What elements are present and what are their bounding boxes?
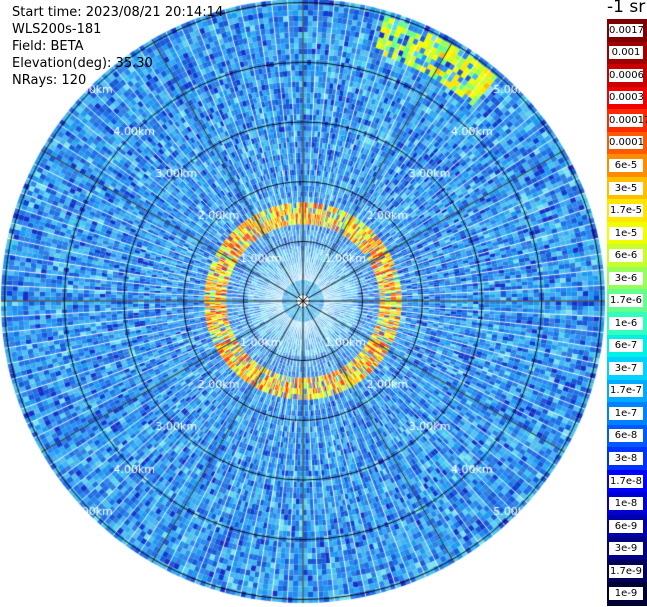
colorbar-level-label: 1e-7 <box>609 406 643 420</box>
colorbar-level: 0.00017 <box>607 109 647 133</box>
colorbar-level-label: 1.7e-8 <box>609 474 643 488</box>
colorbar-level-label: 6e-6 <box>609 249 643 263</box>
station-label: WLS200s-181 <box>12 22 102 37</box>
colorbar-level-label: 3e-8 <box>609 451 643 465</box>
colorbar-level-label: 0.001 <box>609 46 643 60</box>
nrays-label: NRays: 120 <box>12 73 87 88</box>
colorbar-level-label: 6e-8 <box>609 429 643 443</box>
colorbar-level: 1.7e-8 <box>607 469 647 493</box>
colorbar-level: 3e-5 <box>607 176 647 200</box>
colorbar-level: 6e-9 <box>607 514 647 538</box>
colorbar-level-label: 1.7e-5 <box>609 204 643 218</box>
elevation-label: Elevation(deg): 35.30 <box>12 56 153 71</box>
field-label: Field: BETA <box>12 39 84 54</box>
colorbar-level: 3e-9 <box>607 537 647 561</box>
colorbar-level: 6e-5 <box>607 154 647 178</box>
colorbar-level: 0.0017 <box>607 19 647 43</box>
colorbar-level-label: 0.0003 <box>609 91 644 105</box>
colorbar-level: 1e-9 <box>607 582 647 606</box>
colorbar-level-label: 6e-5 <box>609 158 643 172</box>
colorbar-level: 1.7e-9 <box>607 559 647 584</box>
colorbar-level: 6e-8 <box>607 424 647 448</box>
colorbar-level: 0.0001 <box>607 131 647 155</box>
colorbar-level-label: 0.0006 <box>609 68 644 82</box>
colorbar-level: 3e-7 <box>607 357 647 381</box>
colorbar-unit-label: -1 sr <box>607 0 646 17</box>
colorbar-level-label: 6e-9 <box>609 519 643 533</box>
start-time-label: Start time: 2023/08/21 20:14:14 <box>12 5 224 20</box>
colorbar-level: 1e-7 <box>607 402 647 426</box>
colorbar-level-label: 1e-8 <box>609 497 643 511</box>
colorbar-level-label: 0.0017 <box>609 23 644 37</box>
colorbar-level: 3e-8 <box>607 447 647 471</box>
colorbar-level: 1.7e-5 <box>607 199 647 223</box>
colorbar-level-label: 0.0001 <box>609 136 644 150</box>
colorbar-level-label: 1.7e-7 <box>609 384 643 398</box>
colorbar-level: 6e-6 <box>607 244 647 268</box>
colorbar-level-label: 1.7e-6 <box>609 294 643 308</box>
colorbar-level-label: 3e-9 <box>609 542 643 556</box>
colorbar-level: 0.0006 <box>607 64 647 88</box>
colorbar: 0.0017 0.001 0.0006 0.0003 0.00017 0.0001 6e-5… <box>607 19 647 606</box>
colorbar-level-label: 0.00017 <box>609 113 647 127</box>
colorbar-level: 1.7e-6 <box>607 289 647 313</box>
colorbar-level-label: 3e-5 <box>609 181 643 195</box>
colorbar-level-label: 1.7e-9 <box>609 564 643 578</box>
colorbar-level: 0.001 <box>607 41 647 65</box>
colorbar-level-label: 1e-9 <box>609 587 643 601</box>
colorbar-level: 0.0003 <box>607 86 647 110</box>
colorbar-level-label: 3e-7 <box>609 361 643 375</box>
colorbar-level-label: 1e-6 <box>609 316 643 330</box>
colorbar-level-label: 6e-7 <box>609 339 643 353</box>
colorbar-level: 1.7e-7 <box>607 379 647 403</box>
colorbar-level: 1e-8 <box>607 492 647 516</box>
colorbar-level-label: 1e-5 <box>609 226 643 240</box>
colorbar-level-label: 3e-6 <box>609 271 643 285</box>
colorbar-level: 1e-6 <box>607 312 647 336</box>
colorbar-level: 3e-6 <box>607 266 647 291</box>
colorbar-level: 6e-7 <box>607 334 647 358</box>
colorbar-level: 1e-5 <box>607 221 647 245</box>
